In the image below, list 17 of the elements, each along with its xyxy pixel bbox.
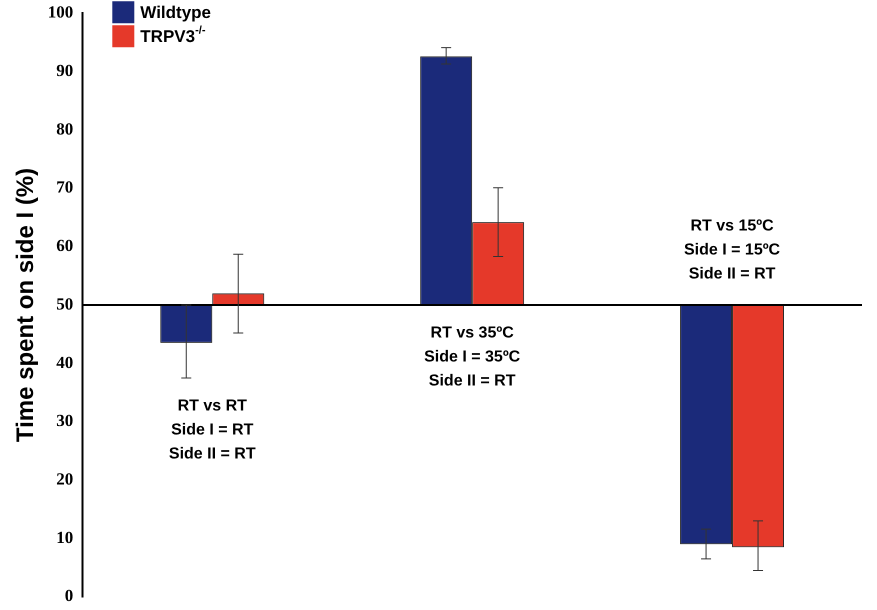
y-tick-label: 0 [64,586,74,606]
y-axis-title: Time spent on side I (%) [12,168,40,442]
y-tick-label: 90 [56,60,74,80]
x-tick-label: RT vs 35ºC Side I = 35ºC Side II = RT [424,324,521,390]
y-tick-label: 40 [56,352,74,372]
y-tick-label: 70 [56,178,74,197]
y-tick-label: 30 [56,411,74,430]
y-tick-label: 10 [56,528,74,547]
y-tick-label: 50 [56,294,74,314]
y-tick-label: 80 [56,119,74,138]
legend-label: TRPV3-/- [140,24,206,46]
y-tick-label: 20 [56,469,74,488]
y-tick-label: 60 [56,236,74,256]
x-tick-label: RT vs RT Side I = RT Side II = RT [168,397,256,462]
y-tick-label: 100 [48,2,74,22]
legend-label: Wildtype [140,2,211,22]
x-tick-label: RT vs 15ºC Side I = 15ºC Side II = RT [684,217,781,282]
